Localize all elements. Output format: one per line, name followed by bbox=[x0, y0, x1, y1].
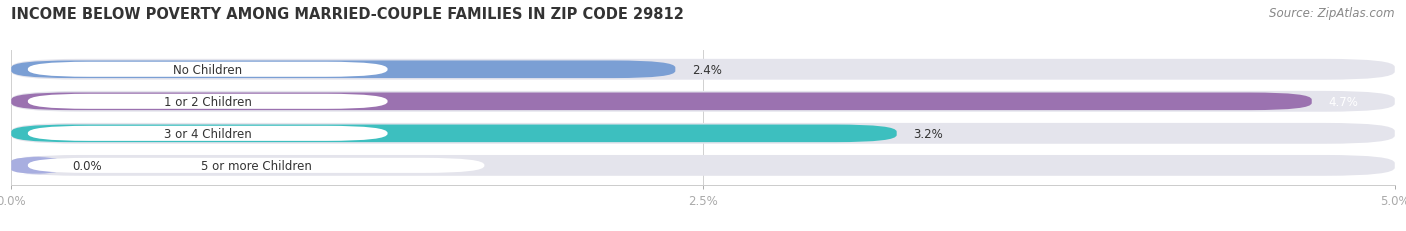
FancyBboxPatch shape bbox=[11, 60, 1395, 80]
FancyBboxPatch shape bbox=[28, 158, 485, 173]
FancyBboxPatch shape bbox=[11, 125, 897, 143]
FancyBboxPatch shape bbox=[28, 62, 388, 77]
FancyBboxPatch shape bbox=[11, 93, 1312, 111]
FancyBboxPatch shape bbox=[11, 155, 1395, 176]
Text: 3.2%: 3.2% bbox=[914, 127, 943, 140]
Text: Source: ZipAtlas.com: Source: ZipAtlas.com bbox=[1270, 7, 1395, 20]
Text: 4.7%: 4.7% bbox=[1329, 95, 1358, 108]
Text: INCOME BELOW POVERTY AMONG MARRIED-COUPLE FAMILIES IN ZIP CODE 29812: INCOME BELOW POVERTY AMONG MARRIED-COUPL… bbox=[11, 7, 685, 22]
Text: 1 or 2 Children: 1 or 2 Children bbox=[163, 95, 252, 108]
FancyBboxPatch shape bbox=[11, 157, 60, 174]
FancyBboxPatch shape bbox=[11, 123, 1395, 144]
Text: 3 or 4 Children: 3 or 4 Children bbox=[165, 127, 252, 140]
Text: 5 or more Children: 5 or more Children bbox=[201, 159, 312, 172]
Text: 0.0%: 0.0% bbox=[72, 159, 101, 172]
Text: 2.4%: 2.4% bbox=[692, 64, 721, 76]
FancyBboxPatch shape bbox=[28, 94, 388, 109]
FancyBboxPatch shape bbox=[28, 126, 388, 141]
FancyBboxPatch shape bbox=[11, 61, 675, 79]
FancyBboxPatch shape bbox=[11, 91, 1395, 112]
Text: No Children: No Children bbox=[173, 64, 242, 76]
